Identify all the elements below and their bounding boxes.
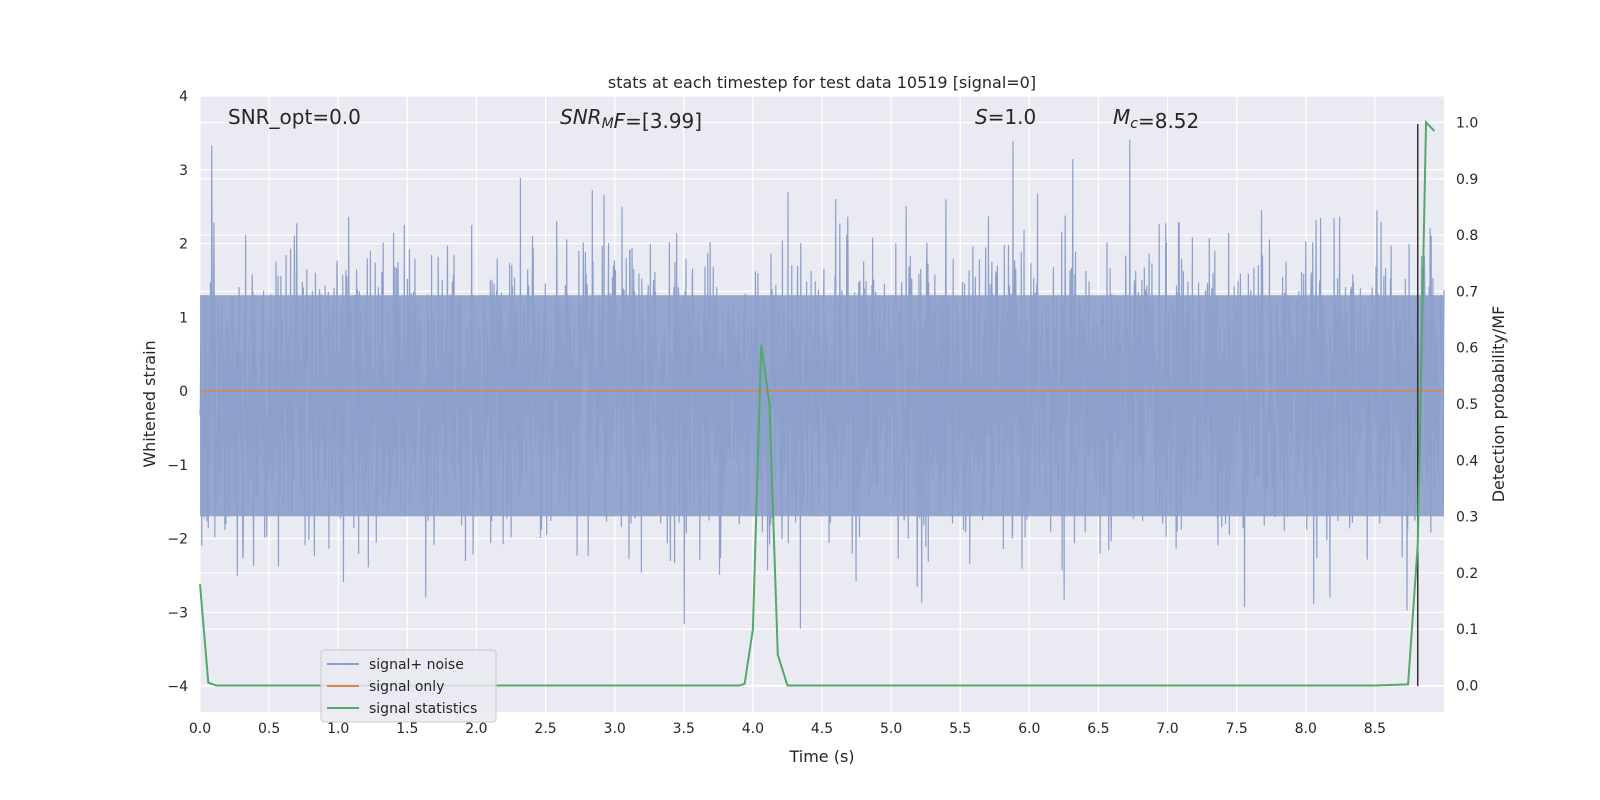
annotation-part: F [614, 109, 626, 133]
y-right-tick-labels: 0.0 0.1 0.2 0.3 0.4 0.5 0.6 0.7 0.8 0.9 1.0 [1456, 115, 1478, 694]
annotation-3: Mc=8.52 [1113, 105, 1199, 133]
annotation-part: c [1130, 116, 1138, 132]
annotation-part: SNR [560, 105, 602, 129]
x-tick-label: 1.0 [327, 721, 349, 737]
y-right-tick-label: 1.0 [1456, 115, 1478, 131]
x-tick-label: 6.5 [1087, 721, 1109, 737]
annotations: SNR_opt=0.0 SNRMF=[3.99] S=1.0 Mc=8.52 [228, 105, 1199, 133]
y-left-tick-label: 0 [179, 384, 188, 400]
y-left-tick-label: 3 [179, 163, 188, 179]
x-tick-label: 6.0 [1018, 721, 1040, 737]
noise-trace [199, 139, 1445, 629]
y-left-tick-label: 2 [179, 237, 188, 253]
y-left-tick-label: 4 [179, 89, 188, 105]
legend: signal+ noise signal only signal statistic… [320, 649, 497, 723]
annotation-part: S [975, 105, 988, 129]
y-right-tick-label: 0.9 [1456, 172, 1478, 188]
y-right-axis-label: Detection probability/MF [1489, 306, 1508, 503]
x-tick-label: 5.0 [880, 721, 902, 737]
x-tick-label: 8.5 [1364, 721, 1386, 737]
x-tick-label: 0.5 [258, 721, 280, 737]
annotation-part: M [602, 116, 614, 132]
annotation-0: SNR_opt=0.0 [228, 105, 361, 129]
y-right-tick-label: 0.3 [1456, 510, 1478, 526]
y-left-tick-label: −3 [167, 605, 188, 621]
x-tick-label: 4.5 [811, 721, 833, 737]
y-right-tick-label: 0.0 [1456, 679, 1478, 695]
annotation-part: M [1113, 105, 1130, 129]
chart-title: stats at each timestep for test data 105… [608, 73, 1036, 92]
legend-entry: signal statistics [369, 701, 477, 717]
y-left-tick-label: −4 [167, 679, 188, 695]
x-tick-label: 0.0 [189, 721, 211, 737]
y-right-tick-label: 0.1 [1456, 622, 1478, 638]
legend-box [320, 649, 497, 723]
annotation-part: =1.0 [988, 105, 1037, 129]
x-tick-label: 1.5 [396, 721, 418, 737]
y-right-tick-label: 0.2 [1456, 566, 1478, 582]
y-right-tick-label: 0.8 [1456, 228, 1478, 244]
y-left-tick-label: 1 [179, 310, 188, 326]
x-tick-label: 3.5 [673, 721, 695, 737]
x-tick-label: 7.5 [1226, 721, 1248, 737]
x-tick-label: 2.0 [465, 721, 487, 737]
y-right-tick-label: 0.4 [1456, 453, 1478, 469]
x-tick-label: 3.0 [604, 721, 626, 737]
x-tick-label: 7.0 [1156, 721, 1178, 737]
x-tick-label: 5.5 [949, 721, 971, 737]
annotation-part: =[3.99] [625, 109, 702, 133]
x-tick-label: 2.5 [534, 721, 556, 737]
x-tick-labels: 0.0 0.5 1.0 1.5 2.0 2.5 3.0 3.5 4.0 4.5 5.0 5.5 6.0 6… [189, 721, 1386, 737]
x-tick-label: 8.0 [1295, 721, 1317, 737]
x-tick-label: 4.0 [742, 721, 764, 737]
y-right-tick-label: 0.5 [1456, 397, 1478, 413]
annotation-part: =8.52 [1138, 109, 1199, 133]
annotation-1: SNRMF=[3.99] [560, 105, 702, 133]
legend-entry: signal+ noise [369, 657, 464, 673]
annotation-2: S=1.0 [975, 105, 1036, 129]
signal-noise-series [199, 139, 1445, 629]
annotation-part: SNR_opt=0.0 [228, 105, 361, 129]
x-axis-label: Time (s) [788, 747, 854, 766]
y-left-tick-label: −1 [167, 458, 188, 474]
legend-entry: signal only [369, 679, 444, 695]
y-left-tick-labels: −4 −3 −2 −1 0 1 2 3 4 [167, 89, 188, 695]
y-right-tick-label: 0.6 [1456, 341, 1478, 357]
y-left-tick-label: −2 [167, 532, 188, 548]
y-right-tick-label: 0.7 [1456, 284, 1478, 300]
y-left-axis-label: Whitened strain [140, 340, 159, 467]
